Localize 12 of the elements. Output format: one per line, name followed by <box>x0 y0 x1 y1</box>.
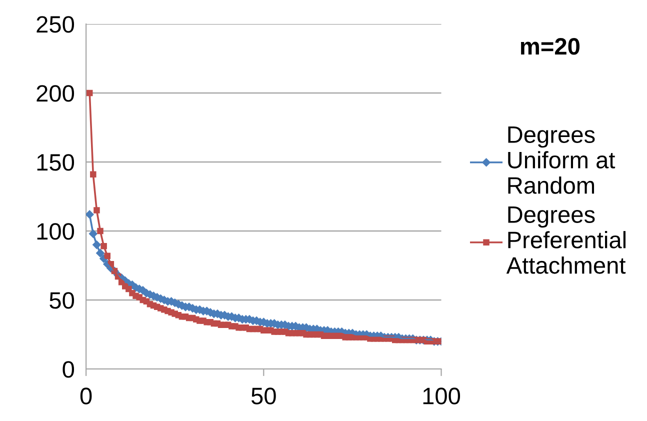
y-tick-label: 50 <box>50 292 74 309</box>
x-tick-label: 0 <box>80 388 92 404</box>
x-tick-label: 100 <box>423 388 460 404</box>
y-tick-label: 250 <box>36 16 74 33</box>
y-tick-label: 200 <box>36 85 74 102</box>
legend-label: Degrees Uniform at Random <box>508 126 616 194</box>
text: m=20 <box>520 38 580 55</box>
legend-label: Degrees Preferential Attachment <box>506 206 626 274</box>
y-tick-label: 0 <box>62 361 74 378</box>
y-tick-label: 100 <box>37 223 74 240</box>
y-tick-label: 150 <box>37 154 74 171</box>
x-tick-label: 50 <box>251 388 276 404</box>
